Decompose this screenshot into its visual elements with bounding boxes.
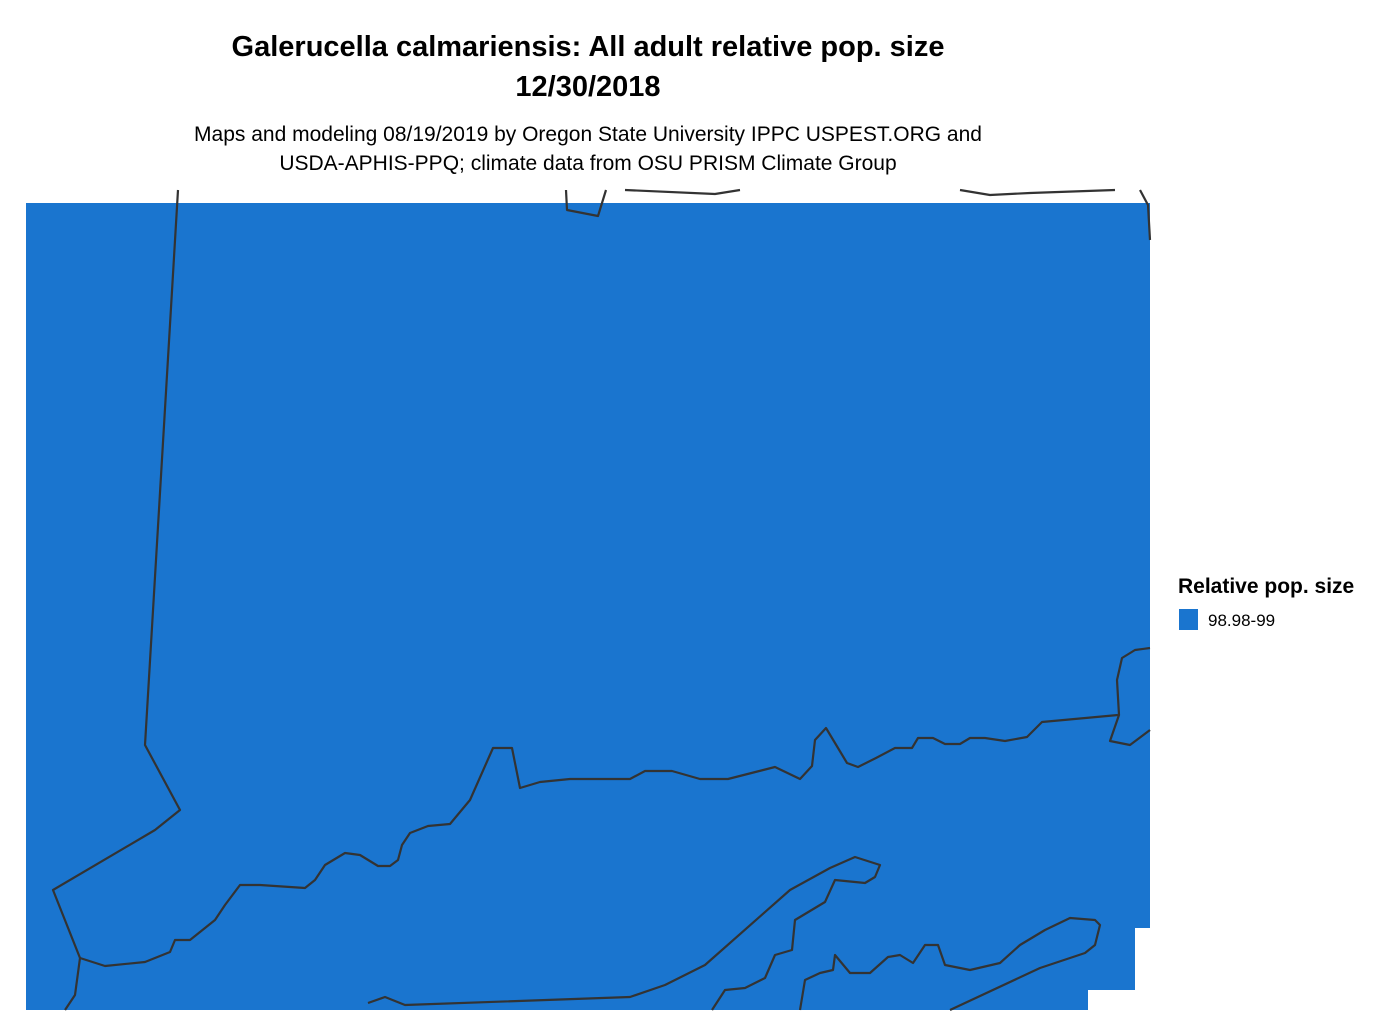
title: 12/30/2018 — [515, 71, 660, 103]
border — [1108, 646, 1151, 747]
border — [564, 189, 608, 218]
subtitle: Maps and modeling 08/19/2019 by Oregon S… — [194, 123, 982, 146]
border — [1139, 189, 1152, 241]
subtitle: USDA-APHIS-PPQ; climate data from OSU PR… — [279, 152, 896, 175]
state-borders — [51, 188, 1152, 1011]
legend-label: 98.98-99 — [1208, 611, 1275, 630]
border — [624, 188, 741, 196]
coastline — [798, 916, 1102, 1011]
legend-title: Relative pop. size — [1178, 575, 1354, 598]
coastline — [367, 855, 882, 1011]
title: Galerucella calmariensis: All adult rela… — [232, 31, 945, 63]
coastline — [79, 713, 1119, 968]
border — [959, 188, 1116, 197]
border — [51, 189, 182, 1011]
map-area — [26, 203, 1150, 1010]
legend-swatch — [1179, 609, 1198, 630]
